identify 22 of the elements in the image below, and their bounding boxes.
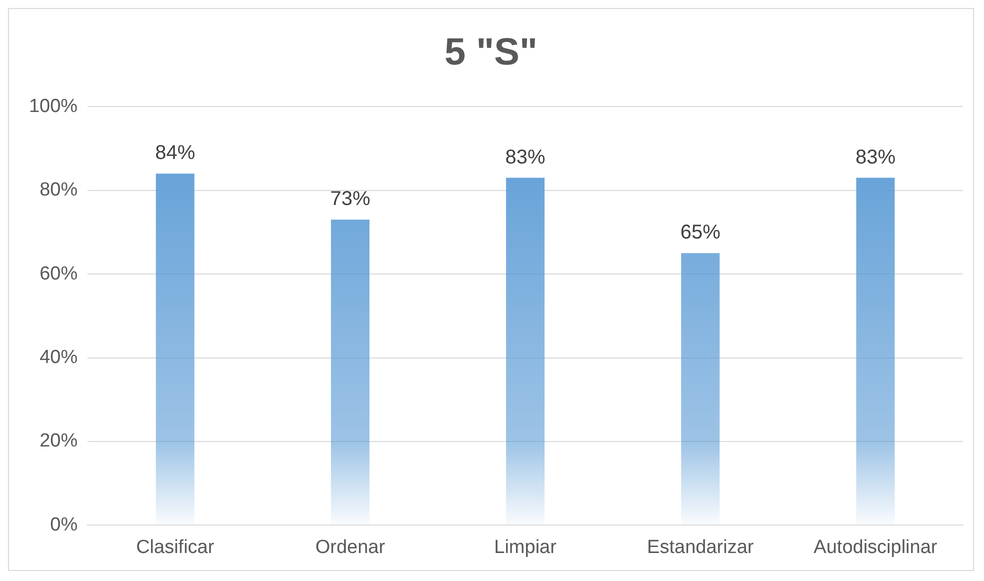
data-label: 83%	[855, 146, 896, 168]
x-tick-label: Clasificar	[136, 536, 215, 558]
bar	[330, 220, 370, 525]
bar	[856, 178, 895, 525]
chart-title: 5 "S"	[444, 31, 538, 74]
data-label: 73%	[330, 188, 370, 210]
data-label: 83%	[505, 146, 546, 168]
y-tick-label: 80%	[40, 180, 78, 201]
bar	[156, 174, 194, 525]
x-tick-label: Autodisciplinar	[814, 536, 938, 558]
y-tick-label: 40%	[40, 346, 78, 368]
data-label: 65%	[680, 222, 721, 244]
y-tick-label: 0%	[50, 514, 78, 536]
x-tick-label: Limpiar	[494, 536, 558, 558]
data-label: 84%	[155, 142, 196, 164]
x-tick-label: Ordenar	[315, 536, 386, 558]
bar	[506, 178, 545, 525]
bar	[681, 253, 720, 525]
x-tick-label: Estandarizar	[647, 536, 754, 558]
y-tick-label: 100%	[28, 96, 78, 117]
y-tick-label: 60%	[40, 263, 78, 284]
y-tick-label: 20%	[40, 430, 78, 452]
